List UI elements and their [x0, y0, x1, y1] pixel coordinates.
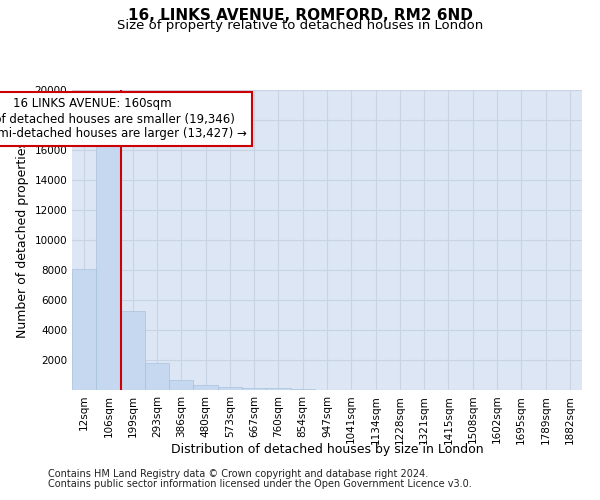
Bar: [266, 388, 290, 390]
Bar: [121, 310, 145, 390]
Bar: [193, 385, 218, 390]
Bar: [145, 363, 169, 390]
Bar: [290, 388, 315, 390]
Text: Contains HM Land Registry data © Crown copyright and database right 2024.: Contains HM Land Registry data © Crown c…: [48, 469, 428, 479]
Text: Size of property relative to detached houses in London: Size of property relative to detached ho…: [117, 19, 483, 32]
Text: Distribution of detached houses by size in London: Distribution of detached houses by size …: [170, 442, 484, 456]
Bar: [218, 387, 242, 390]
Y-axis label: Number of detached properties: Number of detached properties: [16, 142, 29, 338]
Bar: [72, 268, 96, 390]
Text: 16 LINKS AVENUE: 160sqm
← 59% of detached houses are smaller (19,346)
41% of sem: 16 LINKS AVENUE: 160sqm ← 59% of detache…: [0, 98, 247, 140]
Bar: [242, 388, 266, 390]
Bar: [169, 380, 193, 390]
Text: Contains public sector information licensed under the Open Government Licence v3: Contains public sector information licen…: [48, 479, 472, 489]
Text: 16, LINKS AVENUE, ROMFORD, RM2 6ND: 16, LINKS AVENUE, ROMFORD, RM2 6ND: [128, 8, 472, 22]
Bar: [96, 141, 121, 390]
